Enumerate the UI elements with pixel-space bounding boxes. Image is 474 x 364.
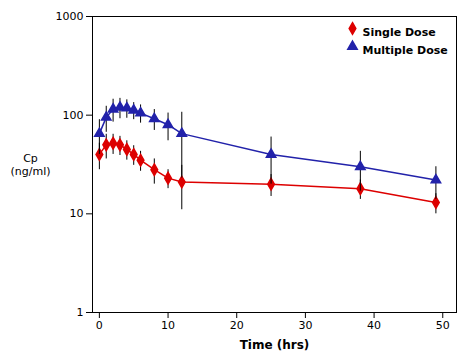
- svg-text:0: 0: [96, 319, 103, 332]
- svg-text:40: 40: [367, 319, 381, 332]
- svg-text:50: 50: [436, 319, 450, 332]
- svg-text:100: 100: [63, 109, 84, 122]
- svg-text:Cp(ng/ml): Cp(ng/ml): [10, 152, 50, 178]
- svg-text:30: 30: [298, 319, 312, 332]
- svg-text:20: 20: [230, 319, 244, 332]
- svg-text:Single Dose: Single Dose: [363, 26, 436, 39]
- svg-text:1000: 1000: [56, 10, 84, 23]
- svg-text:Multiple Dose: Multiple Dose: [363, 44, 448, 57]
- svg-text:Time (hrs): Time (hrs): [240, 338, 310, 352]
- svg-text:10: 10: [161, 319, 175, 332]
- svg-text:1: 1: [77, 306, 84, 319]
- svg-text:10: 10: [70, 207, 84, 220]
